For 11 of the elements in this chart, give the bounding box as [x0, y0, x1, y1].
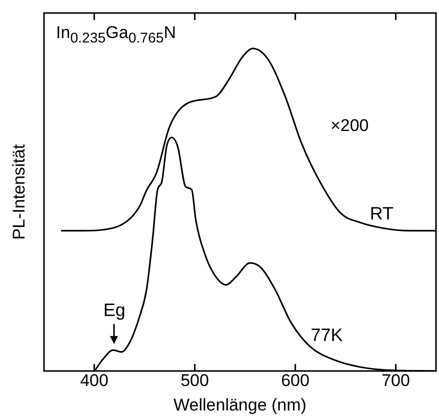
x-tick-label: 700: [382, 370, 410, 390]
x-tick-label: 400: [80, 370, 108, 390]
annotation: Eg: [102, 300, 126, 322]
text: In$_{0.235}$Ga$_{0.765}$N: [56, 23, 176, 46]
series-label: 77K: [310, 325, 343, 345]
series-label: RT: [370, 204, 394, 224]
x-tick-label: 600: [281, 370, 310, 390]
x-tick-label: 500: [180, 370, 209, 390]
x-axis-title: Wellenlänge (nm): [174, 395, 306, 414]
annotation: ×200: [330, 116, 369, 136]
y-axis-title: PL-Intensität: [10, 144, 30, 240]
